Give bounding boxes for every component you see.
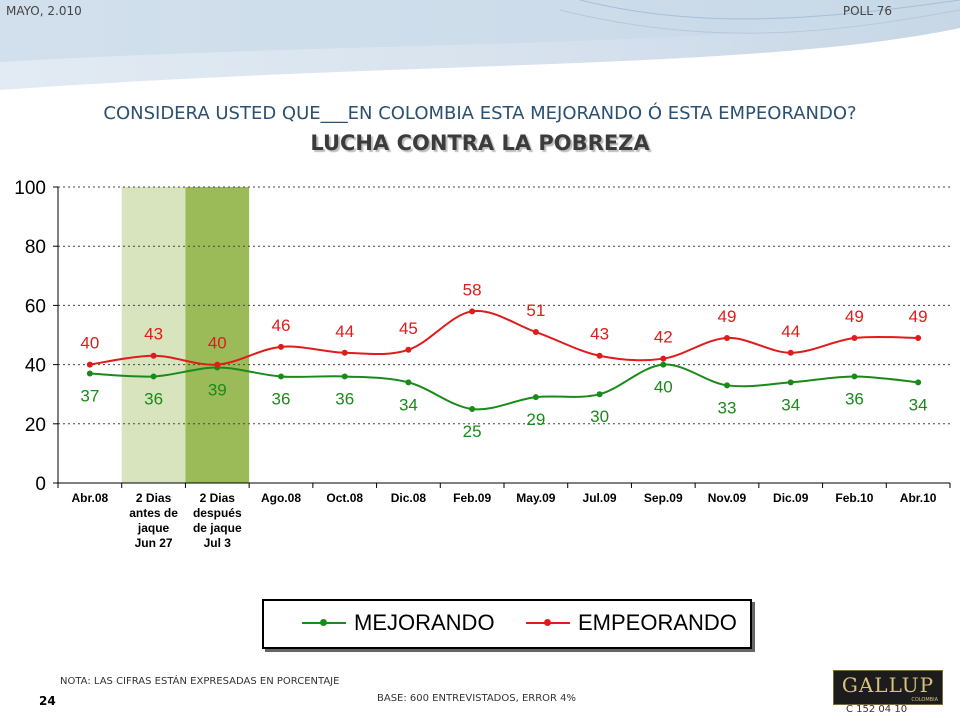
legend-label-mejorando: MEJORANDO bbox=[354, 610, 495, 635]
data-point-empeorando bbox=[86, 361, 93, 368]
x-tick-label: Feb.10 bbox=[835, 491, 873, 505]
data-label-mejorando: 34 bbox=[909, 395, 928, 414]
x-tick-label: Jul.09 bbox=[583, 491, 617, 505]
x-tick-label: 2 Dias antes de jaque Jun 27 bbox=[129, 491, 178, 550]
logo-text: GALLUP bbox=[841, 673, 935, 697]
data-point-mejorando bbox=[851, 373, 858, 380]
page-subtitle: LUCHA CONTRA LA POBREZA bbox=[310, 131, 650, 155]
header-poll: POLL 76 bbox=[842, 4, 892, 18]
highlight-band bbox=[121, 187, 186, 483]
data-label-mejorando: 40 bbox=[654, 378, 673, 397]
data-point-empeorando bbox=[915, 334, 922, 341]
data-point-empeorando bbox=[660, 355, 667, 362]
logo-subtext: COLOMBIA bbox=[911, 697, 938, 703]
data-label-mejorando: 34 bbox=[781, 395, 800, 414]
data-label-empeorando: 43 bbox=[590, 325, 609, 344]
page-title: CONSIDERA USTED QUE___EN COLOMBIA ESTA M… bbox=[103, 103, 857, 124]
legend-label-empeorando: EMPEORANDO bbox=[578, 610, 737, 635]
x-tick-label: 2 Dias después de jaque Jul 3 bbox=[193, 491, 242, 550]
data-point-mejorando bbox=[405, 379, 412, 386]
data-point-empeorando bbox=[150, 352, 157, 359]
x-tick-label: Dic.09 bbox=[773, 491, 809, 505]
x-tick-label: Abr.08 bbox=[72, 491, 109, 505]
data-point-mejorando bbox=[915, 379, 922, 386]
page-number: 24 bbox=[39, 694, 56, 708]
data-label-mejorando: 33 bbox=[718, 398, 737, 417]
data-point-mejorando bbox=[278, 373, 284, 380]
legend-item-mejorando: MEJORANDO bbox=[302, 610, 495, 635]
header-date: MAYO, 2.010 bbox=[6, 4, 82, 18]
y-tick-label: 40 bbox=[25, 356, 46, 377]
data-label-mejorando: 34 bbox=[399, 395, 418, 414]
x-tick-label: Abr.10 bbox=[900, 491, 937, 505]
x-tick-label: Feb.09 bbox=[453, 491, 491, 505]
data-label-mejorando: 39 bbox=[208, 381, 227, 400]
data-point-empeorando bbox=[851, 334, 858, 341]
data-point-mejorando bbox=[787, 379, 794, 386]
data-label-empeorando: 49 bbox=[909, 307, 928, 326]
data-point-empeorando bbox=[214, 361, 221, 368]
footnote-base: BASE: 600 ENTREVISTADOS, ERROR 4% bbox=[377, 693, 577, 704]
data-label-mejorando: 30 bbox=[590, 407, 609, 426]
data-label-empeorando: 46 bbox=[272, 316, 291, 335]
data-point-mejorando bbox=[150, 373, 157, 380]
y-tick-label: 80 bbox=[25, 237, 46, 258]
data-label-mejorando: 25 bbox=[463, 422, 482, 441]
document-code: C 152 04 10 bbox=[846, 704, 908, 715]
data-point-empeorando bbox=[532, 329, 539, 336]
legend-item-empeorando: EMPEORANDO bbox=[526, 610, 737, 635]
data-point-mejorando bbox=[532, 394, 539, 401]
x-tick-label: Ago.08 bbox=[261, 491, 301, 505]
line-chart: 0 20 40 60 80 100 Abr.08 2 Dias antes de jaque Jun… bbox=[14, 178, 951, 550]
data-label-empeorando: 44 bbox=[781, 322, 800, 341]
data-point-empeorando bbox=[787, 349, 794, 356]
gallup-logo: GALLUP COLOMBIA bbox=[833, 670, 943, 705]
data-label-empeorando: 58 bbox=[463, 280, 482, 299]
data-point-empeorando bbox=[405, 346, 412, 353]
data-label-empeorando: 44 bbox=[335, 322, 354, 341]
data-point-mejorando bbox=[86, 370, 93, 377]
x-tick-label: Dic.08 bbox=[391, 491, 427, 505]
data-point-empeorando bbox=[596, 352, 603, 359]
data-point-mejorando bbox=[341, 373, 348, 380]
data-label-empeorando: 45 bbox=[399, 319, 418, 338]
data-label-mejorando: 36 bbox=[845, 389, 864, 408]
data-label-mejorando: 36 bbox=[272, 389, 291, 408]
data-point-mejorando bbox=[660, 361, 667, 368]
header-swoosh-decoration bbox=[0, 0, 960, 90]
y-tick-label: 60 bbox=[25, 296, 46, 317]
series-line-empeorando bbox=[89, 310, 919, 366]
data-point-mejorando bbox=[724, 382, 730, 389]
data-label-empeorando: 49 bbox=[718, 307, 737, 326]
x-tick-label: Sep.09 bbox=[644, 491, 683, 505]
data-point-empeorando bbox=[469, 308, 476, 315]
data-label-empeorando: 49 bbox=[845, 307, 864, 326]
data-label-empeorando: 40 bbox=[80, 334, 99, 353]
data-label-mejorando: 37 bbox=[80, 386, 99, 405]
highlight-band bbox=[185, 187, 250, 483]
data-point-mejorando bbox=[469, 406, 476, 412]
chart-legend: MEJORANDO EMPEORANDO bbox=[262, 599, 752, 649]
data-label-empeorando: 43 bbox=[144, 325, 163, 344]
y-tick-label: 0 bbox=[35, 474, 46, 495]
y-tick-label: 20 bbox=[25, 415, 46, 436]
data-point-mejorando bbox=[596, 391, 603, 398]
y-tick-label: 100 bbox=[14, 178, 46, 199]
legend-swatch-empeorando bbox=[526, 619, 570, 626]
data-point-empeorando bbox=[341, 349, 348, 356]
data-label-mejorando: 36 bbox=[144, 389, 163, 408]
data-label-mejorando: 36 bbox=[335, 389, 354, 408]
footnote-note: NOTA: LAS CIFRAS ESTÁN EXPRESADAS EN POR… bbox=[60, 676, 340, 687]
data-point-empeorando bbox=[724, 334, 730, 341]
series-line-mejorando bbox=[89, 363, 919, 411]
x-tick-label: May.09 bbox=[516, 491, 555, 505]
x-tick-label: Nov.09 bbox=[708, 491, 747, 505]
data-label-mejorando: 29 bbox=[526, 410, 545, 429]
data-label-empeorando: 40 bbox=[208, 334, 227, 353]
data-label-empeorando: 42 bbox=[654, 328, 673, 347]
x-tick-label: Oct.08 bbox=[326, 491, 363, 505]
data-label-empeorando: 51 bbox=[526, 301, 545, 320]
legend-swatch-mejorando bbox=[302, 619, 346, 626]
data-point-empeorando bbox=[278, 343, 284, 350]
